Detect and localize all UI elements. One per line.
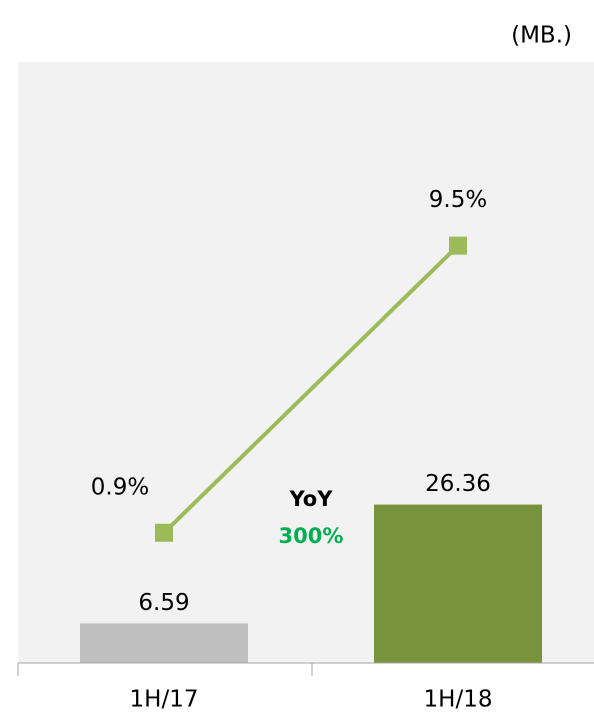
annotation: 300% <box>279 524 344 548</box>
x-tick-label: 1H/17 <box>130 687 199 713</box>
data-label: 0.9% <box>91 474 149 500</box>
x-tick-label: 1H/18 <box>424 687 493 713</box>
unit-label: (MB.) <box>511 23 572 49</box>
bar <box>374 504 542 663</box>
line <box>162 244 460 535</box>
data-label: 26.36 <box>425 471 491 497</box>
annotation: YoY <box>289 487 334 511</box>
data-label: 9.5% <box>429 187 487 213</box>
line-marker <box>449 236 467 255</box>
line-marker <box>155 523 173 542</box>
data-label: 6.59 <box>138 590 189 616</box>
bar <box>80 623 248 663</box>
